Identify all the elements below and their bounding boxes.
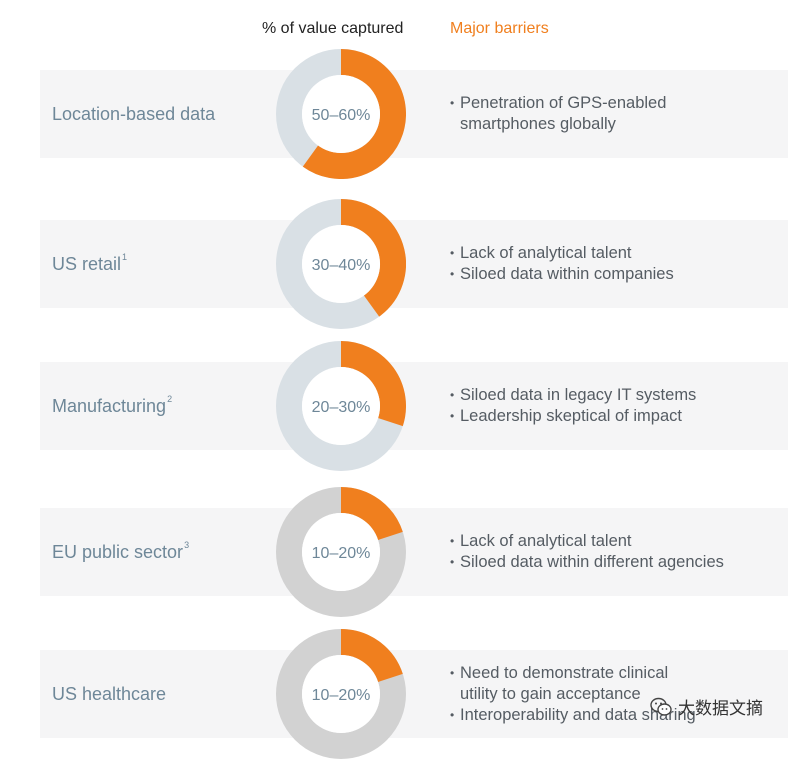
donut-value-segment	[302, 49, 406, 179]
donut-range-label: 50–60%	[312, 107, 371, 124]
watermark-text: 大数据文摘	[678, 699, 763, 718]
sector-label: EU public sector 3	[52, 508, 189, 596]
footnote-marker: 3	[184, 540, 190, 550]
barrier-list: Lack of analytical talentSiloed data wit…	[450, 220, 674, 308]
barrier-item: Lack of analytical talent	[450, 531, 724, 552]
donut-hole	[302, 513, 380, 591]
barrier-item: Penetration of GPS-enabled smartphones g…	[450, 93, 666, 135]
value-captured-header: % of value captured	[262, 20, 404, 37]
donut-value-segment	[340, 629, 403, 683]
sector-label: US retail 1	[52, 220, 127, 308]
donut-range-label: 10–20%	[312, 545, 371, 562]
sector-label: Location-based data	[52, 70, 215, 158]
sector-name: Location-based data	[52, 103, 216, 124]
barrier-list: Lack of analytical talentSiloed data wit…	[450, 508, 724, 596]
donut-range-label: 10–20%	[312, 687, 371, 704]
value-donut: 10–20%	[276, 629, 406, 759]
sector-row: US healthcare Need to demonstrate clinica…	[40, 650, 788, 738]
sector-row: Location-based data Penetration of GPS-en…	[40, 70, 788, 158]
value-donut: 20–30%	[276, 341, 406, 471]
donut-value-segment	[340, 341, 406, 427]
wechat-icon	[650, 697, 672, 717]
sector-name: EU public sector	[52, 541, 184, 562]
donut-hole	[302, 655, 380, 733]
barrier-item: Lack of analytical talent	[450, 243, 674, 264]
barrier-list: Siloed data in legacy IT systemsLeadersh…	[450, 362, 696, 450]
barrier-item: Siloed data within different agencies	[450, 552, 724, 573]
footnote-marker: 1	[122, 252, 128, 262]
barrier-item: Interoperability and data sharing	[450, 705, 696, 726]
donut-value-segment	[340, 199, 406, 317]
barrier-item: Siloed data within companies	[450, 264, 674, 285]
donut-hole	[302, 225, 380, 303]
value-donut: 30–40%	[276, 199, 406, 329]
barrier-item: Leadership skeptical of impact	[450, 406, 696, 427]
donut-hole	[302, 75, 380, 153]
value-donut: 10–20%	[276, 487, 406, 617]
barrier-list: Penetration of GPS-enabled smartphones g…	[450, 70, 666, 158]
footnote-marker: 2	[167, 394, 173, 404]
donut-range-label: 20–30%	[312, 399, 371, 416]
donut-hole	[302, 367, 380, 445]
major-barriers-header: Major barriers	[450, 20, 549, 37]
sector-label: Manufacturing 2	[52, 362, 172, 450]
value-donut: 50–60%	[276, 49, 406, 179]
barrier-list: Need to demonstrate clinical utility to …	[450, 650, 696, 738]
barrier-item: Siloed data in legacy IT systems	[450, 385, 696, 406]
sector-name: Manufacturing	[52, 395, 167, 416]
donut-range-label: 30–40%	[312, 257, 371, 274]
watermark: 大数据文摘	[650, 694, 763, 719]
donut-value-segment	[340, 487, 403, 541]
sector-name: US healthcare	[52, 683, 167, 704]
barrier-item: Need to demonstrate clinical utility to …	[450, 663, 696, 705]
sector-label: US healthcare	[52, 650, 166, 738]
sector-name: US retail	[52, 253, 122, 274]
